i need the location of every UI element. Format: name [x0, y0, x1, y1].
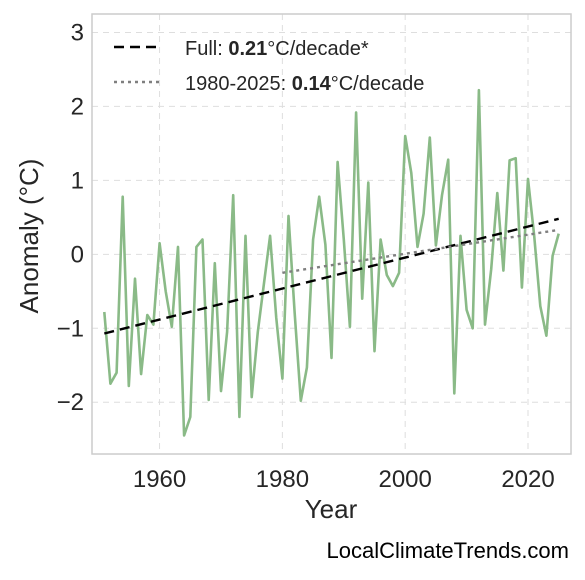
legend-prefix: Full: — [185, 38, 228, 60]
x-tick-label: 1960 — [133, 466, 186, 493]
legend-full: Full: 0.21°C/decade* — [114, 38, 369, 60]
x-tick-label: 1980 — [256, 466, 309, 493]
legend-prefix: 1980-2025: — [185, 73, 292, 95]
legend-1980-2025: 1980-2025: 0.14°C/decade — [114, 73, 424, 95]
series-layer — [103, 88, 560, 437]
x-tick-label: 2020 — [501, 466, 554, 493]
recent-trend-line — [282, 228, 559, 274]
legend-label: 1980-2025: 0.14°C/decade — [185, 73, 424, 95]
full-trend-line — [104, 217, 559, 335]
site-credit: LocalClimateTrends.com — [326, 538, 570, 563]
y-tick-label: 1 — [71, 167, 84, 194]
legend-suffix: °C/decade — [331, 73, 425, 95]
y-tick-labels: 3 2 1 0 −1 −2 — [57, 19, 84, 416]
x-tick-labels: 1960 1980 2000 2020 — [133, 466, 555, 493]
plot-frame — [91, 13, 572, 455]
y-tick-label: 2 — [71, 93, 84, 120]
legend-suffix: °C/decade* — [267, 38, 369, 60]
x-axis-label: Year — [305, 494, 358, 524]
y-tick-label: 0 — [71, 241, 84, 268]
legend-label: Full: 0.21°C/decade* — [185, 38, 369, 60]
y-tick-label: 3 — [71, 19, 84, 46]
y-axis-label: Anomaly (°C) — [14, 159, 44, 314]
legend: Full: 0.21°C/decade*1980-2025: 0.14°C/de… — [114, 38, 424, 95]
x-tick-label: 2000 — [378, 466, 431, 493]
anomaly-series-line — [103, 88, 560, 437]
legend-rate-value: 0.14 — [292, 73, 332, 95]
legend-rate-value: 0.21 — [228, 38, 267, 60]
y-tick-label: −2 — [57, 389, 84, 416]
y-tick-label: −1 — [57, 315, 84, 342]
